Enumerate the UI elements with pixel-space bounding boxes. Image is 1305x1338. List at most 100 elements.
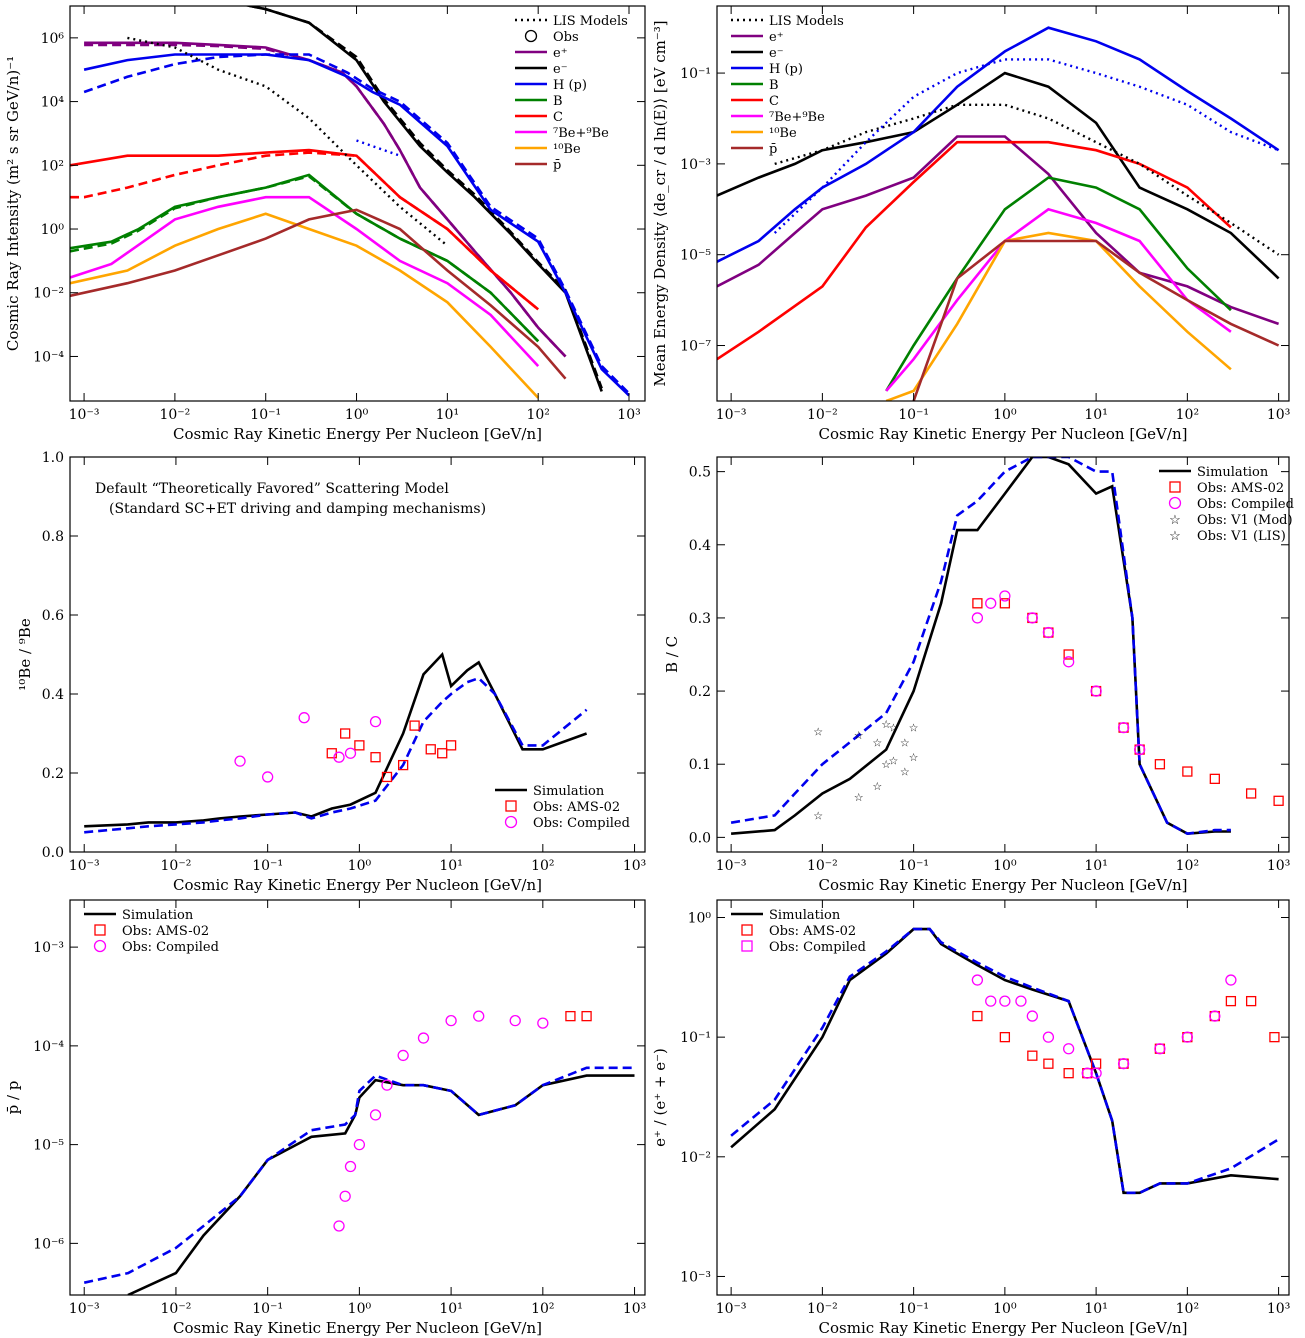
legend-label: H (p) <box>769 62 803 77</box>
obs-ams02-point <box>999 598 1011 609</box>
y-tick-label: 10⁻⁷ <box>680 339 711 355</box>
series-line-1 <box>730 457 1231 836</box>
series-line-0 <box>84 41 567 358</box>
legend-label: C <box>553 110 563 125</box>
obs-compiled-point <box>473 1010 485 1022</box>
series-line-14 <box>356 139 401 157</box>
obs-ams02-point <box>425 744 436 755</box>
obs-compiled-point <box>1026 1010 1038 1022</box>
series-line-1 <box>717 71 1280 280</box>
x-tick-label: 10⁻² <box>807 407 838 423</box>
obs-compiled-point <box>1090 1067 1102 1079</box>
x-tick-label: 10⁻¹ <box>898 1301 929 1317</box>
legend-swatch: ☆ <box>1169 529 1181 544</box>
legend-label: Simulation <box>1197 465 1269 480</box>
obs-compiled-point <box>1081 1067 1093 1079</box>
series-line-0 <box>730 927 1279 1195</box>
series-line-1 <box>84 43 567 358</box>
legend-label: Obs: V1 (Mod) <box>1197 513 1293 528</box>
y-tick-label: 10⁻⁵ <box>33 1138 64 1154</box>
y-tick-label: 10⁻² <box>33 286 64 302</box>
obs-compiled-point <box>985 597 997 609</box>
x-tick-label: 10⁰ <box>348 1301 372 1317</box>
obs-ams02-point <box>1209 773 1220 785</box>
legend-label: Obs: Compiled <box>533 816 630 831</box>
obs-compiled-point <box>369 716 382 728</box>
x-tick-label: 10⁻³ <box>69 1301 100 1317</box>
x-tick-label: 10⁻¹ <box>898 407 929 423</box>
y-tick-label: 10⁻⁶ <box>33 1236 64 1252</box>
legend-label: Simulation <box>122 908 194 923</box>
y-axis-label: Cosmic Ray Intensity (m² s sr GeV/n)⁻¹ <box>4 56 22 351</box>
legend-swatch <box>524 29 538 43</box>
x-tick-label: 10⁻¹ <box>252 858 283 874</box>
plot-frame <box>716 456 1290 853</box>
legend-label: Obs: AMS-02 <box>533 800 620 815</box>
y-axis-label: Mean Energy Density ⟨de_cr / d ln(E)⟩ [e… <box>651 20 669 386</box>
y-tick-label: 10⁴ <box>41 95 65 111</box>
y-tick-label: 1.0 <box>42 450 64 466</box>
obs-compiled-point <box>417 1032 430 1044</box>
obs-ams02-point <box>999 1031 1011 1043</box>
y-tick-label: 10⁻³ <box>680 157 711 173</box>
obs-compiled-point <box>262 771 274 783</box>
obs-ams02-point <box>1269 1031 1280 1043</box>
x-tick-label: 10¹ <box>1084 858 1107 874</box>
obs-compiled-point <box>999 590 1011 602</box>
obs-compiled-point <box>1209 1010 1221 1022</box>
legend-swatch <box>741 924 753 936</box>
obs-ams02-point <box>581 1010 592 1022</box>
legend-label: Obs <box>553 30 579 45</box>
legend-label: e⁺ <box>769 30 784 45</box>
obs-v1-lis-point: ☆ <box>909 751 919 764</box>
obs-v1-mod-point: ☆ <box>881 718 891 731</box>
obs-ams02-point <box>972 1010 983 1022</box>
x-tick-label: 10⁻² <box>807 858 838 874</box>
plot-area <box>730 927 1280 1195</box>
series-line-1 <box>83 1066 635 1284</box>
y-tick-label: 10⁻² <box>680 1150 711 1166</box>
legend-label: Obs: V1 (LIS) <box>1197 529 1286 544</box>
legend-label: e⁺ <box>553 46 568 61</box>
x-tick-label: 10⁻² <box>161 858 192 874</box>
obs-compiled-point <box>971 612 984 624</box>
x-tick-label: 10² <box>531 1301 554 1317</box>
x-tick-label: 10³ <box>1267 407 1290 423</box>
obs-compiled-point <box>537 1017 549 1029</box>
obs-compiled-point <box>333 1220 345 1232</box>
obs-v1-lis-point: ☆ <box>854 791 864 804</box>
x-tick-label: 10⁰ <box>993 858 1017 874</box>
x-tick-label: 10⁰ <box>993 407 1017 423</box>
legend-label: ¹⁰Be <box>553 142 581 157</box>
y-axis-label: e⁺ / (e⁺ + e⁻) <box>651 1048 669 1147</box>
x-tick-label: 10³ <box>623 858 646 874</box>
y-tick-label: 0.0 <box>689 830 711 846</box>
plot-frame <box>69 456 646 853</box>
series-line-11 <box>70 212 540 399</box>
series-line-0 <box>730 457 1231 836</box>
legend-swatch <box>741 940 753 952</box>
obs-ams02-point <box>1245 995 1257 1007</box>
legend-label: e⁻ <box>769 46 784 61</box>
x-axis-label: Cosmic Ray Kinetic Energy Per Nucleon [G… <box>819 1319 1188 1337</box>
obs-compiled-point <box>381 1079 393 1091</box>
x-tick-label: 10⁻³ <box>716 407 747 423</box>
x-tick-label: 10³ <box>623 1301 646 1317</box>
legend-label: Obs: Compiled <box>1197 497 1294 512</box>
plot-area: ☆ ☆☆☆☆☆☆☆☆☆☆☆☆☆ <box>730 457 1284 836</box>
obs-v1-mod-point: ☆ <box>909 722 919 735</box>
x-axis-label: Cosmic Ray Kinetic Energy Per Nucleon [G… <box>819 425 1188 443</box>
x-tick-label: 10⁰ <box>345 407 369 423</box>
obs-ams02-point <box>1154 759 1166 770</box>
obs-compiled-point <box>1117 1058 1130 1070</box>
x-tick-label: 10³ <box>1267 858 1290 874</box>
obs-compiled-point <box>369 1109 382 1121</box>
legend-label: C <box>769 94 779 109</box>
legend-swatch <box>505 800 517 812</box>
obs-compiled-point <box>1181 1031 1194 1043</box>
y-tick-label: 0.6 <box>42 608 64 624</box>
x-tick-label: 10² <box>526 407 549 423</box>
y-tick-label: 0.0 <box>42 845 64 861</box>
x-tick-label: 10⁻² <box>807 1301 838 1317</box>
